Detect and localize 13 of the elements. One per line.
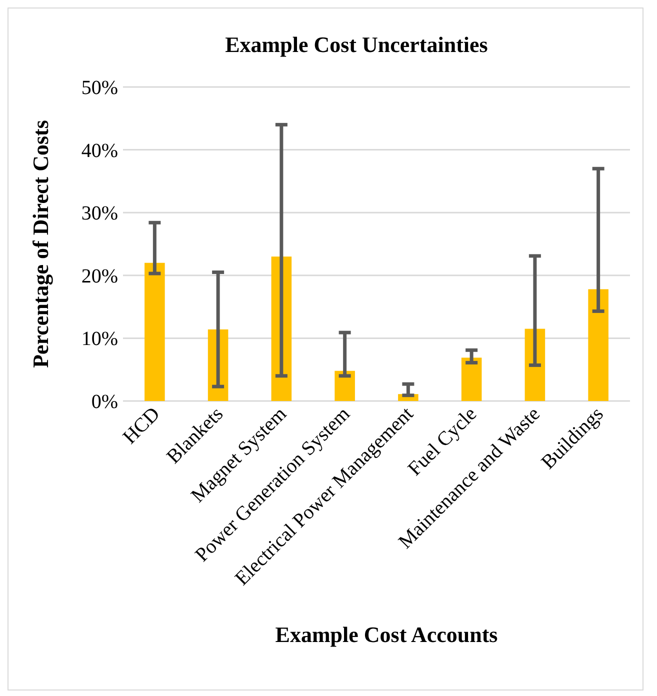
bar bbox=[334, 370, 355, 401]
bar bbox=[144, 262, 165, 401]
y-axis-title: Percentage of Direct Costs bbox=[28, 120, 53, 368]
bar bbox=[588, 289, 608, 401]
chart-title: Example Cost Uncertainties bbox=[225, 32, 488, 57]
y-tick-label: 30% bbox=[81, 202, 118, 225]
y-tick-label: 20% bbox=[81, 265, 118, 288]
y-tick-label: 40% bbox=[81, 140, 118, 162]
y-tick-label: 10% bbox=[81, 328, 118, 350]
y-tick-label: 50% bbox=[81, 77, 118, 99]
x-axis-title: Example Cost Accounts bbox=[275, 622, 498, 647]
y-tick-label: 0% bbox=[91, 391, 118, 413]
bar bbox=[461, 358, 482, 401]
